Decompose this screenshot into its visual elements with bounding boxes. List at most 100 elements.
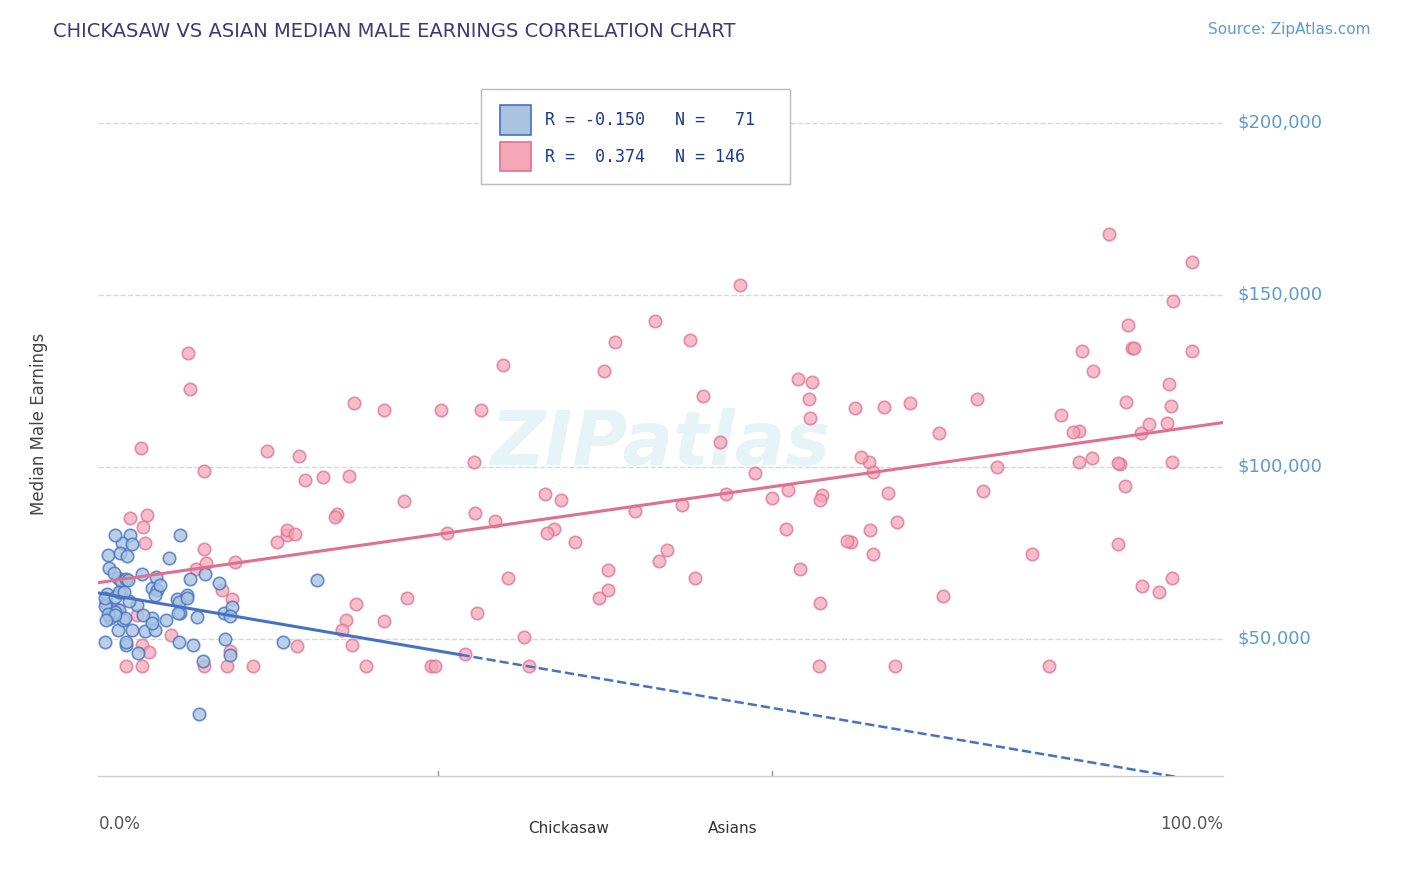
Bar [486,817,517,839]
Point [115,659,138,673]
Point [436,526,458,541]
Point [858,455,880,469]
Point [135,508,157,522]
Point [1160,400,1182,414]
Point [810,596,832,610]
Point [94,599,117,613]
Point [323,509,346,524]
Point [167,606,190,620]
Point [786,371,808,385]
Point [94,634,117,648]
Point [453,647,475,661]
Point [112,613,135,627]
Point [463,455,485,469]
Point [692,388,714,402]
Point [94,613,117,627]
Point [808,492,831,507]
Point [849,450,872,464]
Point [465,607,488,621]
Point [104,590,127,604]
Point [423,659,446,673]
Point [114,638,136,652]
Point [1069,424,1091,438]
Point [104,528,127,542]
Point [728,277,751,292]
Point [1062,425,1084,439]
Point [94,596,117,610]
Point [394,494,416,508]
Point [221,600,243,615]
Point [138,645,160,659]
Point [858,524,880,538]
Point [176,588,198,602]
Point [330,623,353,637]
Point [117,574,139,588]
Point [839,535,862,549]
Point [598,562,620,576]
Point [513,630,536,644]
Point [517,659,540,673]
Point [1050,408,1073,422]
Point [97,549,120,563]
Point [1123,341,1146,355]
Point [134,624,156,638]
Point [221,591,243,606]
Point [114,611,136,625]
Text: CHICKASAW VS ASIAN MEDIAN MALE EARNINGS CORRELATION CHART: CHICKASAW VS ASIAN MEDIAN MALE EARNINGS … [53,22,735,41]
Point [1081,450,1104,465]
Point [1147,585,1170,599]
Point [1156,417,1178,431]
Point [127,598,149,612]
Point [129,441,152,455]
Point [533,487,555,501]
Point [419,659,441,673]
Point [876,486,898,500]
Point [193,541,215,556]
Text: 0.0%: 0.0% [98,814,141,833]
Point [107,602,129,616]
Point [97,607,120,622]
Point [141,615,163,630]
Point [145,582,167,597]
Point [288,450,311,464]
Point [470,403,492,417]
Point [588,591,610,606]
Point [744,466,766,480]
Text: $200,000: $200,000 [1237,114,1322,132]
Point [110,574,132,588]
Point [111,536,134,550]
Point [430,402,453,417]
Point [294,473,316,487]
Point [132,520,155,534]
Point [187,707,209,722]
Point [799,411,821,425]
Point [224,555,246,569]
Point [212,606,235,620]
Point [177,346,200,360]
Point [1107,457,1129,471]
Point [862,466,884,480]
Point [986,460,1008,475]
Point [655,542,678,557]
Point [120,511,142,525]
Point [624,504,647,518]
Point [98,611,121,625]
Point [112,585,135,599]
Point [1108,457,1130,471]
Point [242,659,264,673]
Point [179,382,201,396]
Point [127,647,149,661]
Point [335,613,357,627]
Point [167,635,190,649]
Point [217,659,239,673]
Point [789,562,811,576]
Point [108,585,131,599]
Point [141,581,163,595]
Text: $100,000: $100,000 [1237,458,1322,475]
Text: $50,000: $50,000 [1237,630,1310,648]
Point [134,536,156,550]
Point [132,607,155,622]
Text: ZIPatlas: ZIPatlas [491,409,831,482]
Point [1130,579,1153,593]
Point [685,571,707,585]
